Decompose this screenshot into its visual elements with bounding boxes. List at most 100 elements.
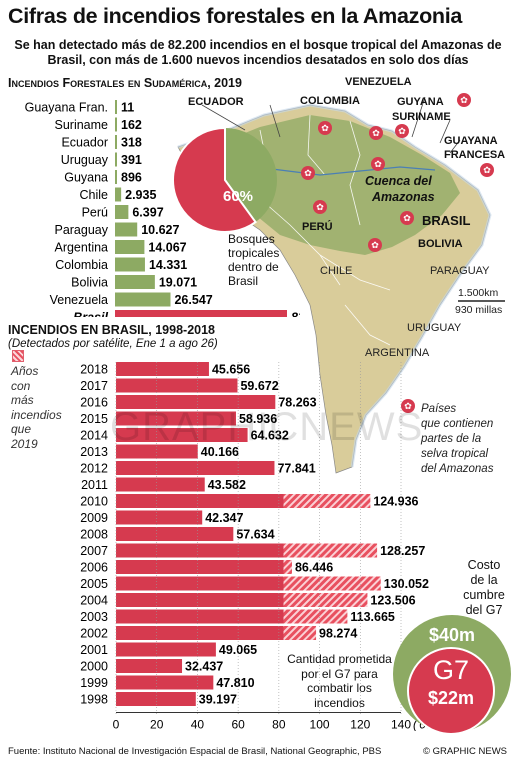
bar [115,135,117,149]
bar-excess [283,560,292,574]
pie-caption-line: tropicales [228,246,280,260]
bar-excess [283,576,381,591]
value-label: 6.397 [132,206,163,220]
bar [116,411,236,426]
bar [115,275,155,289]
category-label: Colombia [55,258,108,272]
year-label: 2013 [80,445,108,459]
map-legend-line: que contienen [421,418,493,430]
svg-text:✿: ✿ [316,203,324,213]
value-label: 82.285 [291,311,300,318]
pie-value-label: 60% [223,188,253,205]
year-label: 2004 [80,594,108,608]
section-title-sudamerica: Incendios Forestales en Sudamérica, 2019 [8,76,242,90]
bar [115,240,145,254]
map-legend-line: Países [421,403,456,415]
bar [115,117,117,132]
g7-promised-circle [407,647,495,735]
bar-excess [283,593,368,607]
south-america-fires-chart: Guayana Fran. 11 Suriname 162 Ecuador 318 Urug… [25,100,300,318]
value-label: 42.347 [205,511,243,525]
g7-cost-line: cumbre [463,588,505,602]
value-label: 124.936 [373,495,418,509]
g7-logo: G7 [432,655,470,685]
svg-text:✿: ✿ [403,214,411,224]
amazon-country-markers [301,93,494,413]
bar [115,152,117,167]
category-label: Bolivia [71,276,108,290]
category-label: Argentina [54,241,108,255]
value-label: 123.506 [370,594,415,608]
bar [115,170,117,184]
x-tick-label: 40 [191,718,205,732]
label-uruguay: URUGUAY [407,322,462,334]
svg-text:✿: ✿ [372,129,380,139]
year-label: 2018 [80,363,108,377]
x-tick-label: 60 [231,718,245,732]
label-peru: PERÚ [302,220,333,233]
page-subtitle: Se han detectado más de 82.200 incendios… [14,38,502,67]
svg-text:✿: ✿ [398,127,406,137]
g7-cost-value: $40m [428,625,476,645]
legend-line: Años [11,364,39,378]
value-label: 10.627 [141,223,179,237]
g7-promised-line: por el G7 para [301,666,378,681]
x-tick-label: 20 [150,718,164,732]
bar [115,257,145,272]
label-francesa: FRANCESA [444,149,505,161]
svg-text:✿: ✿ [460,96,468,106]
bar [116,477,205,492]
value-label: 11 [121,101,134,115]
value-label: 32.437 [185,660,223,674]
bar [115,100,117,114]
year-label: 2007 [80,544,108,558]
g7-cost-line: del G7 [465,603,503,617]
bar [116,543,284,558]
year-label: 2017 [80,379,108,393]
value-label: 58.936 [239,412,277,426]
year-label: 2014 [80,429,108,443]
scale-km: 1.500km [458,287,499,299]
value-label: 2.935 [125,188,156,202]
value-label: 47.810 [216,676,254,690]
value-label: 391 [121,153,142,167]
value-label: 57.634 [236,528,274,542]
year-label: 2001 [80,643,108,657]
label-venezuela: VENEZUELA [345,76,412,88]
year-label: 2005 [80,577,108,591]
bar [116,692,196,706]
pie-slice-bosques-brasil [172,126,257,233]
value-label: 59.672 [240,379,278,393]
label-bolivia: BOLIVIA [418,238,463,250]
g7-cost-line: Costo [467,558,501,572]
label-guayana: GUAYANA [444,135,498,147]
bar [116,593,284,607]
pie-caption-line: Brasil [228,274,259,288]
flower-icon [480,163,494,177]
value-label: 86.446 [295,561,333,575]
bar [116,675,214,690]
value-label: 98.274 [319,627,357,641]
bar [116,362,209,376]
map-legend-line: del Amazonas [421,463,494,475]
year-label: 2003 [80,610,108,624]
value-label: 113.665 [350,610,395,624]
pie-caption-line: dentro de [228,260,279,274]
x-tick-label: 100 [310,718,330,732]
flower-icon [401,399,415,413]
flower-icon [371,157,385,171]
category-label: Uruguay [61,153,109,167]
flower-icon [369,126,383,140]
x-tick-label: 80 [272,718,286,732]
value-label: 318 [121,136,142,150]
bar [116,428,248,442]
bar-excess [283,543,378,558]
year-label: 2009 [80,511,108,525]
value-label: 162 [121,118,142,132]
value-label: 39.197 [199,693,237,707]
section-note: (Detectados por satélite, Ene 1 a ago 26… [8,338,218,350]
value-label: 40.166 [201,445,239,459]
svg-text:✿: ✿ [404,402,412,412]
value-label: 130.052 [384,577,429,591]
g7-cost-line: de la [470,573,498,587]
